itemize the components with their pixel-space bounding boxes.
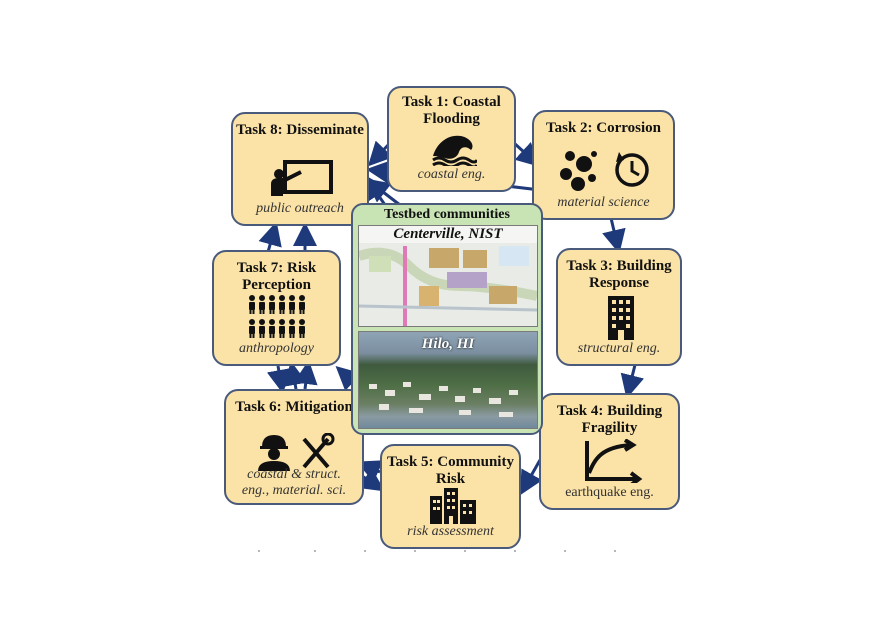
testbed-title: Testbed communities: [384, 207, 510, 222]
task-2-box: Task 2: Corrosion material science: [532, 110, 675, 220]
task-8-subtitle: public outreach: [256, 201, 344, 216]
arrow-task7-to-task6-a: [266, 365, 291, 394]
arrow-task3-to-task4: [620, 364, 645, 399]
task-4-subtitle: earthquake eng.: [565, 485, 654, 500]
arrow-task6-to-task7-b: [293, 360, 318, 390]
task-5-box: Task 5: Community Risk risk assessment: [380, 444, 521, 549]
corrosion-icon: [560, 151, 649, 191]
arrow-task5-to-task6-a: [356, 460, 384, 483]
task-1-title: Task 1: Coastal Flooding: [402, 94, 501, 127]
task-8-box: Task 8: Disseminate public outreach: [231, 112, 369, 226]
task-8-title: Task 8: Disseminate: [236, 122, 364, 138]
building-icon: [608, 296, 634, 340]
task-5-subtitle: risk assessment: [407, 524, 494, 539]
engineer-tools-icon: [258, 433, 335, 471]
hilo-label: Hilo, HI: [421, 336, 475, 352]
presentation-icon: [271, 160, 333, 196]
task-2-subtitle: material science: [557, 195, 650, 210]
task-3-title: Task 3: Building Response: [566, 258, 672, 291]
task-1-subtitle: coastal eng.: [417, 167, 486, 182]
centerville-label: Centerville, NIST: [359, 226, 537, 243]
centerville-map-image: Centerville, NIST: [358, 225, 538, 327]
task-4-box: Task 4: Building Fragility earthquake en…: [539, 393, 680, 510]
arrow-task4-to-task5: [520, 459, 543, 496]
task-7-title: Task 7: Risk Perception: [236, 260, 317, 293]
hilo-photo: Hilo, HI: [358, 331, 538, 429]
task-1-box: Task 1: Coastal Flooding coastal eng.: [387, 86, 516, 192]
task-2-title: Task 2: Corrosion: [545, 120, 662, 136]
arrow-task6-to-task5-b: [358, 468, 385, 492]
footer-dots: [258, 550, 616, 552]
task-3-box: Task 3: Building Response structural eng…: [556, 248, 682, 366]
arrow-task6-to-task7-a: [283, 361, 308, 390]
task-4-title: Task 4: Building Fragility: [556, 403, 663, 436]
hilo-drawing: [369, 382, 518, 417]
task-6-title: Task 6: Mitigation: [235, 399, 353, 415]
task-6-box: Task 6: Mitigation coastal & struct. eng…: [224, 389, 364, 505]
city-icon: [430, 488, 476, 524]
task-6-subtitle: coastal & struct. eng., material. sci.: [241, 467, 347, 498]
task-7-box: Task 7: Risk Perception anthropology: [212, 250, 341, 366]
task-3-subtitle: structural eng.: [577, 341, 661, 356]
arrow-task2-to-task3: [602, 217, 626, 254]
people-icon: [249, 295, 305, 338]
fragility-curve-icon: [585, 439, 643, 483]
arrow-center-to-task8-b: [365, 178, 401, 207]
task-5-title: Task 5: Community Risk: [387, 454, 514, 487]
arrow-task7-to-task8-a: [258, 221, 282, 253]
testbed-communities-panel: Testbed communities Centerville, NIST: [351, 203, 543, 435]
arrow-center-to-task7: [335, 365, 362, 391]
task-7-subtitle: anthropology: [239, 341, 314, 356]
wave-icon: [432, 135, 477, 166]
